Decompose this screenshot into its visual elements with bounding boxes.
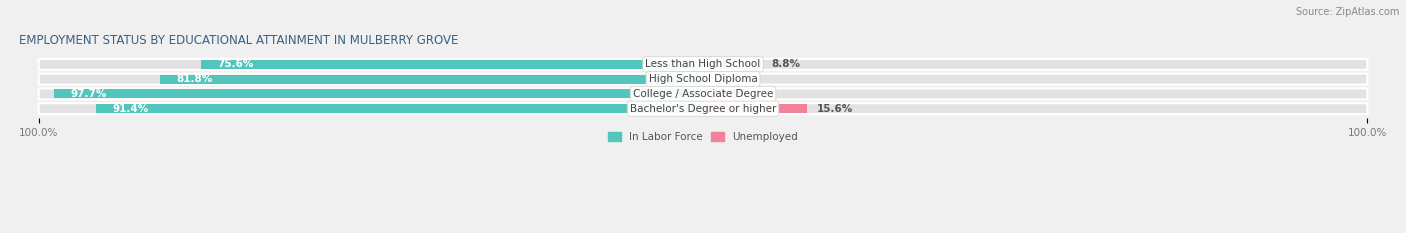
Bar bbox=[53, 89, 703, 99]
Text: Bachelor's Degree or higher: Bachelor's Degree or higher bbox=[630, 104, 776, 114]
Text: High School Diploma: High School Diploma bbox=[648, 74, 758, 84]
Bar bbox=[160, 75, 703, 84]
Text: 75.6%: 75.6% bbox=[218, 59, 254, 69]
Text: Less than High School: Less than High School bbox=[645, 59, 761, 69]
FancyBboxPatch shape bbox=[38, 74, 1368, 85]
Text: 15.6%: 15.6% bbox=[817, 104, 853, 114]
Text: EMPLOYMENT STATUS BY EDUCATIONAL ATTAINMENT IN MULBERRY GROVE: EMPLOYMENT STATUS BY EDUCATIONAL ATTAINM… bbox=[18, 34, 458, 47]
Bar bbox=[703, 75, 710, 84]
Text: 91.4%: 91.4% bbox=[112, 104, 149, 114]
Bar bbox=[703, 60, 762, 69]
Text: 97.7%: 97.7% bbox=[70, 89, 107, 99]
Text: 81.8%: 81.8% bbox=[176, 74, 212, 84]
Bar bbox=[201, 60, 703, 69]
FancyBboxPatch shape bbox=[38, 89, 1368, 99]
Bar bbox=[703, 89, 709, 99]
Text: 0.8%: 0.8% bbox=[718, 89, 747, 99]
Bar bbox=[96, 104, 703, 113]
Text: 8.8%: 8.8% bbox=[772, 59, 800, 69]
FancyBboxPatch shape bbox=[38, 103, 1368, 114]
Text: 1.1%: 1.1% bbox=[720, 74, 749, 84]
FancyBboxPatch shape bbox=[38, 59, 1368, 70]
Bar bbox=[703, 104, 807, 113]
Legend: In Labor Force, Unemployed: In Labor Force, Unemployed bbox=[605, 128, 801, 146]
Text: College / Associate Degree: College / Associate Degree bbox=[633, 89, 773, 99]
Text: Source: ZipAtlas.com: Source: ZipAtlas.com bbox=[1295, 7, 1399, 17]
